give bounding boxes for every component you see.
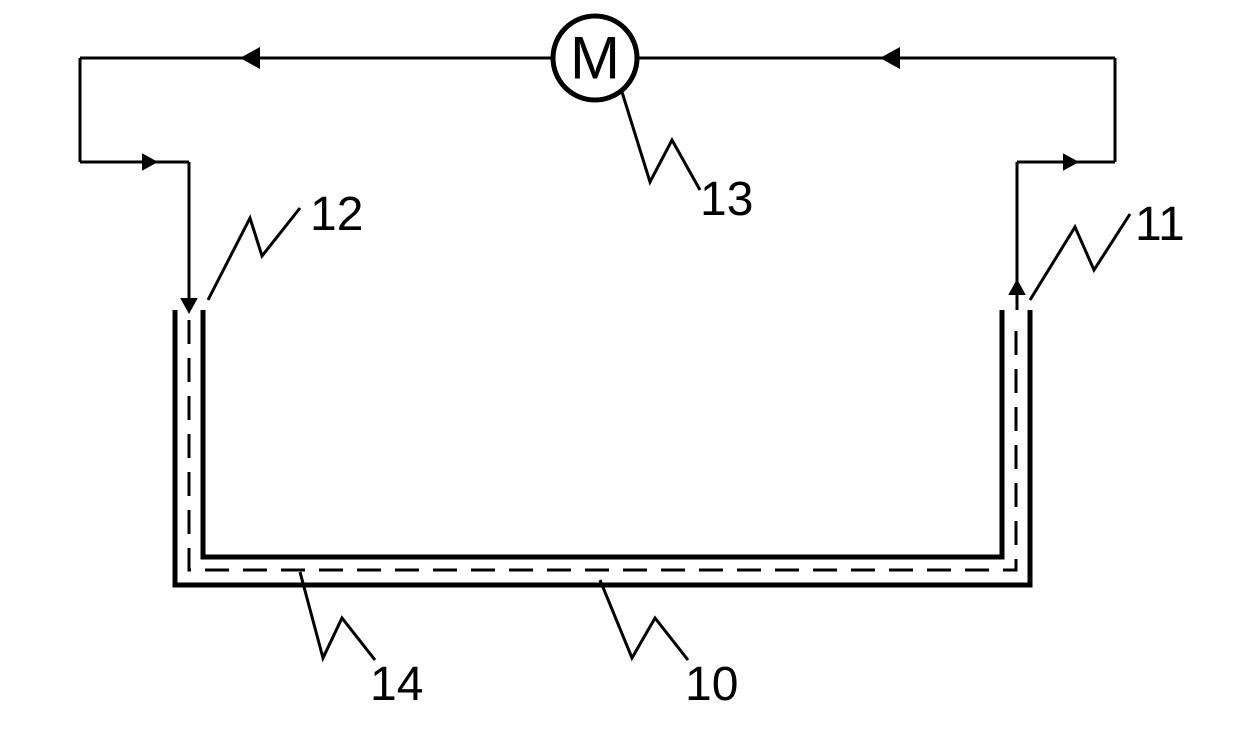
flow-arrow-icon	[240, 47, 260, 69]
ref-label-14: 14	[370, 658, 423, 711]
leader-10	[600, 580, 688, 660]
flow-arrow-icon	[142, 153, 158, 171]
flow-arrow-icon	[1063, 153, 1079, 171]
u-tube-outer	[175, 310, 1030, 585]
flow-arrow-icon	[1008, 279, 1026, 295]
leader-13	[622, 92, 700, 190]
ref-label-13: 13	[700, 173, 753, 226]
ref-label-11: 11	[1135, 198, 1185, 251]
leader-11	[1030, 214, 1130, 300]
motor-label: M	[570, 25, 620, 92]
flow-arrow-icon	[180, 298, 198, 314]
u-tube-inner-wall	[203, 310, 1002, 557]
ref-label-12: 12	[310, 188, 363, 241]
leader-12	[208, 208, 300, 300]
ref-label-10: 10	[685, 658, 738, 711]
flow-arrow-icon	[880, 47, 900, 69]
inner-dashed-channel	[189, 320, 1016, 570]
